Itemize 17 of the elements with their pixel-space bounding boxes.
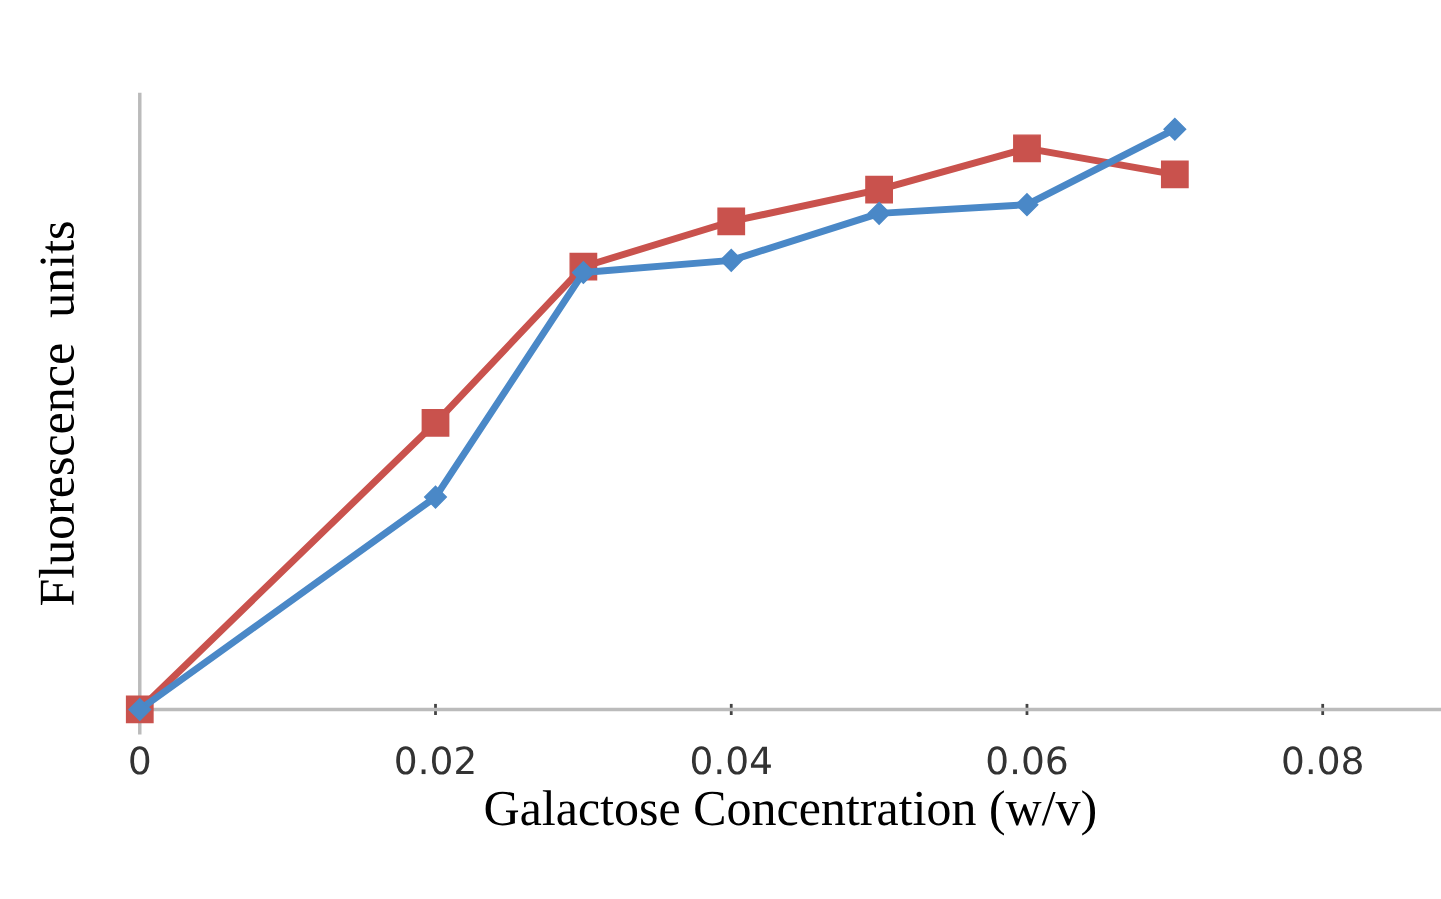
point xyxy=(717,207,746,236)
y-axis-title: Fluorescence units xyxy=(38,222,75,606)
point xyxy=(424,485,448,509)
point xyxy=(421,408,450,437)
point xyxy=(1160,160,1189,189)
point xyxy=(867,201,891,225)
x-tick-label: 0.04 xyxy=(691,746,771,775)
point xyxy=(865,175,893,204)
x-tick-label: 0 xyxy=(130,746,150,775)
point xyxy=(1013,134,1041,163)
point xyxy=(719,248,743,272)
point xyxy=(1015,193,1039,217)
x-tick-label: 0.02 xyxy=(396,746,474,775)
x-axis-title: Galactose Concentration (w/v) xyxy=(485,790,1096,836)
point xyxy=(1163,117,1187,141)
x-tick-label: 0.08 xyxy=(1283,746,1362,775)
x-tick-label: 0.06 xyxy=(987,746,1067,775)
